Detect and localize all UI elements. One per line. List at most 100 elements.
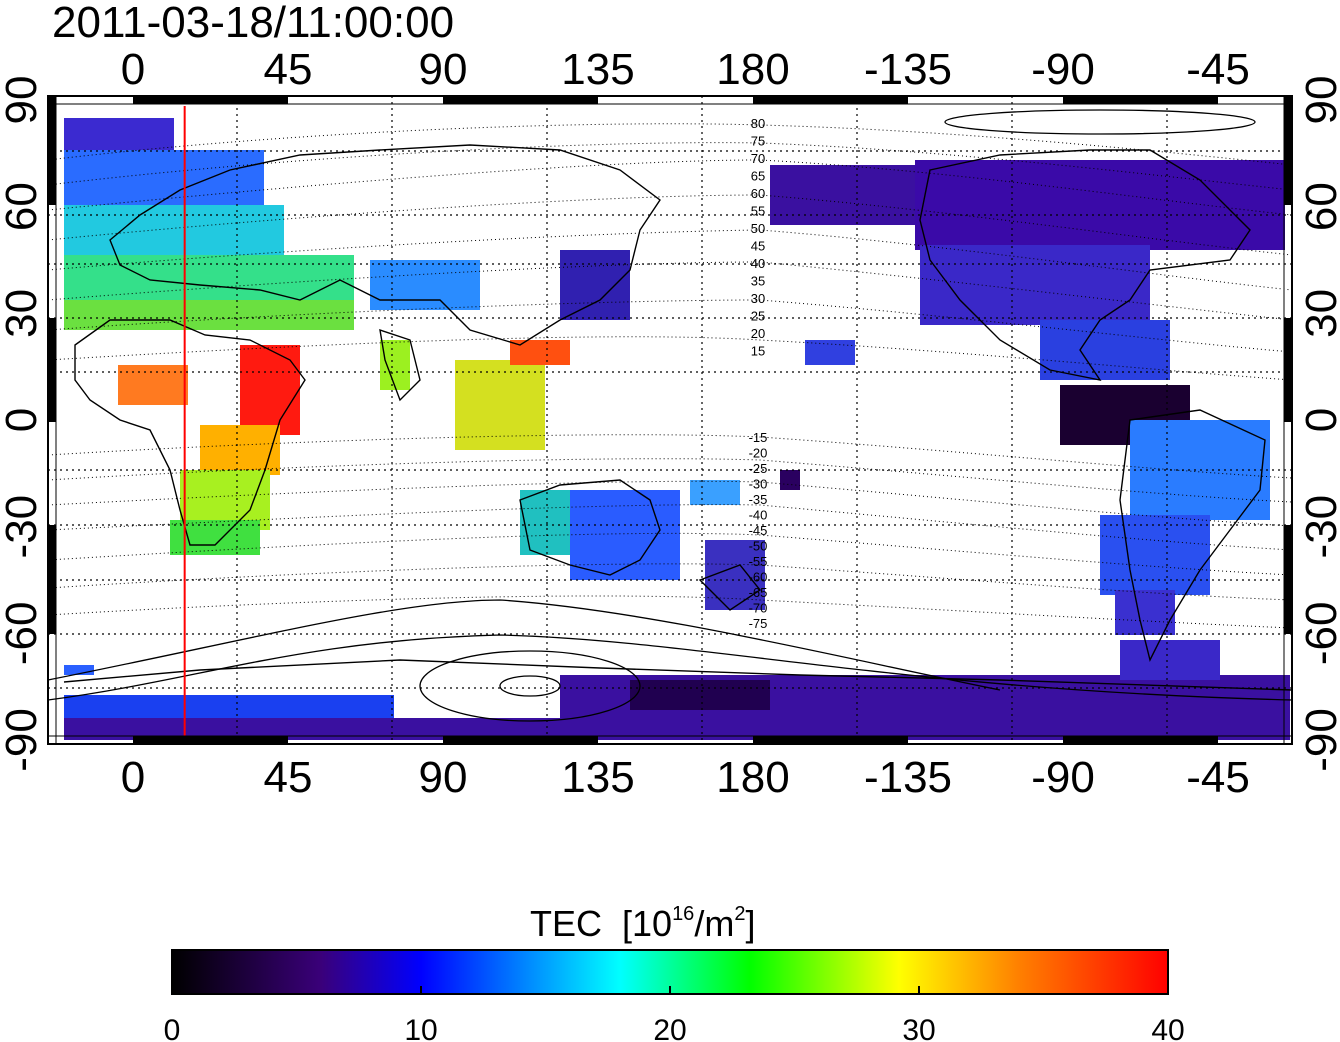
magnetic-lat-label: 50 <box>751 221 765 236</box>
tec-region <box>630 680 770 710</box>
tec-region <box>690 480 740 505</box>
tec-region <box>370 260 480 310</box>
tec-region <box>1040 320 1170 380</box>
tec-region <box>770 165 930 225</box>
right-lat-tick-label: -60 <box>1297 602 1340 666</box>
magnetic-lat-label: -70 <box>749 601 768 616</box>
tec-region <box>570 490 680 580</box>
magnetic-lat-label: -60 <box>749 570 768 585</box>
right-lat-tick-label: 30 <box>1297 289 1340 338</box>
colorbar-ticks: 0 10 20 30 40 <box>164 986 1185 1042</box>
magnetic-lat-label: -35 <box>749 492 768 507</box>
magnetic-latitude-labels: 80 75 70 65 60 55 50 45 40 35 30 25 20 15 -15-20-25-30… <box>749 116 768 631</box>
magnetic-lat-label: -25 <box>749 461 768 476</box>
right-lat-tick-label: -90 <box>1297 708 1340 772</box>
magnetic-lat-label: -65 <box>749 585 768 600</box>
colorbar-unit-base: [10 <box>622 903 673 944</box>
graticule <box>48 96 1292 744</box>
tec-region <box>805 340 855 365</box>
tec-region <box>1115 590 1175 635</box>
bottom-lon-tick-label: 90 <box>419 753 468 802</box>
magnetic-lat-label: -45 <box>749 523 768 538</box>
bottom-lon-tick-label: 180 <box>716 753 789 802</box>
bottom-lon-tick-label: 45 <box>264 753 313 802</box>
magnetic-lat-label: 60 <box>751 186 765 201</box>
right-latitude-ticks: 90 60 30 0 -30 -60 -90 <box>1297 76 1340 772</box>
tec-region <box>780 470 800 490</box>
colorbar-unit-exponent-2: 2 <box>734 903 746 925</box>
top-lon-tick-label: 90 <box>419 45 468 94</box>
tec-region <box>455 360 545 450</box>
tec-region <box>1100 515 1210 595</box>
colorbar-title: TEC [1016/m2] <box>530 894 755 944</box>
tec-region <box>64 255 354 305</box>
magnetic-lat-label: -75 <box>749 616 768 631</box>
tec-region <box>240 345 300 435</box>
left-lat-tick-label: 90 <box>0 76 46 125</box>
right-lat-tick-label: 0 <box>1297 408 1340 432</box>
bottom-lon-tick-label: -135 <box>864 753 952 802</box>
colorbar-unit-exponent: 16 <box>672 903 695 925</box>
top-lon-tick-label: -45 <box>1186 45 1250 94</box>
bottom-lon-tick-label: 135 <box>561 753 634 802</box>
tec-region <box>200 425 280 475</box>
tec-region <box>920 245 1150 325</box>
left-lat-tick-label: 60 <box>0 182 46 231</box>
top-lon-tick-label: 180 <box>716 45 789 94</box>
magnetic-lat-label: 20 <box>751 326 765 341</box>
tec-region <box>118 365 188 405</box>
colorbar-tick-label: 20 <box>653 1014 686 1042</box>
tec-region <box>520 490 570 555</box>
bottom-lon-tick-label: -90 <box>1031 753 1095 802</box>
tec-region <box>64 150 264 210</box>
left-lat-tick-label: -90 <box>0 708 46 772</box>
magnetic-lat-label: 30 <box>751 291 765 306</box>
left-latitude-ticks: 90 60 30 0 -30 -60 -90 <box>0 76 46 772</box>
left-lat-tick-label: 0 <box>0 408 46 432</box>
tec-region <box>64 718 1290 740</box>
right-lat-tick-label: -30 <box>1297 495 1340 559</box>
colorbar-tick-label: 0 <box>164 1014 181 1042</box>
top-longitude-ticks: 0 45 90 135 180 -135 -90 -45 <box>121 45 1250 94</box>
coastlines <box>63 144 1293 691</box>
magnetic-lat-label: -15 <box>749 430 768 445</box>
top-lon-tick-label: -135 <box>864 45 952 94</box>
tec-region <box>1120 640 1220 680</box>
magnetic-lat-label: 80 <box>751 116 765 131</box>
bottom-lon-tick-label: -45 <box>1186 753 1250 802</box>
magnetic-lat-label: 15 <box>751 344 765 359</box>
tec-region <box>560 250 630 320</box>
colorbar-unit-end: ] <box>745 903 756 944</box>
timestamp-title: 2011-03-18/11:00:00 <box>52 0 455 47</box>
tec-region <box>64 665 94 675</box>
tec-region <box>510 340 570 365</box>
magnetic-lat-label: 70 <box>751 151 765 166</box>
bottom-lon-tick-label: 0 <box>121 753 145 802</box>
right-lat-tick-label: 90 <box>1297 76 1340 125</box>
tec-data-layer <box>64 118 1290 740</box>
tec-region <box>380 340 410 390</box>
top-lon-tick-label: 0 <box>121 45 145 94</box>
colorbar-tick-label: 10 <box>404 1014 437 1042</box>
top-lon-tick-label: -90 <box>1031 45 1095 94</box>
left-lat-tick-label: -30 <box>0 495 46 559</box>
magnetic-lat-label: -50 <box>749 539 768 554</box>
magnetic-lat-label: 25 <box>751 309 765 324</box>
left-lat-tick-label: -60 <box>0 602 46 666</box>
colorbar-tick-label: 40 <box>1151 1014 1184 1042</box>
magnetic-lat-label: 75 <box>751 134 765 149</box>
magnetic-lat-label: -20 <box>749 446 768 461</box>
magnetic-lat-label: -55 <box>749 554 768 569</box>
bottom-longitude-ticks: 0 45 90 135 180 -135 -90 -45 <box>121 753 1250 802</box>
magnetic-lat-label: -40 <box>749 508 768 523</box>
tec-region <box>64 205 284 260</box>
magnetic-latitude-contours <box>47 123 1293 629</box>
top-lon-tick-label: 45 <box>264 45 313 94</box>
left-lat-tick-label: 30 <box>0 289 46 338</box>
frame-scale-bars <box>47 95 1293 745</box>
magnetic-pole-contours <box>47 109 1293 722</box>
magnetic-lat-label: 35 <box>751 274 765 289</box>
tec-region <box>915 160 1285 250</box>
magnetic-lat-label: 45 <box>751 239 765 254</box>
